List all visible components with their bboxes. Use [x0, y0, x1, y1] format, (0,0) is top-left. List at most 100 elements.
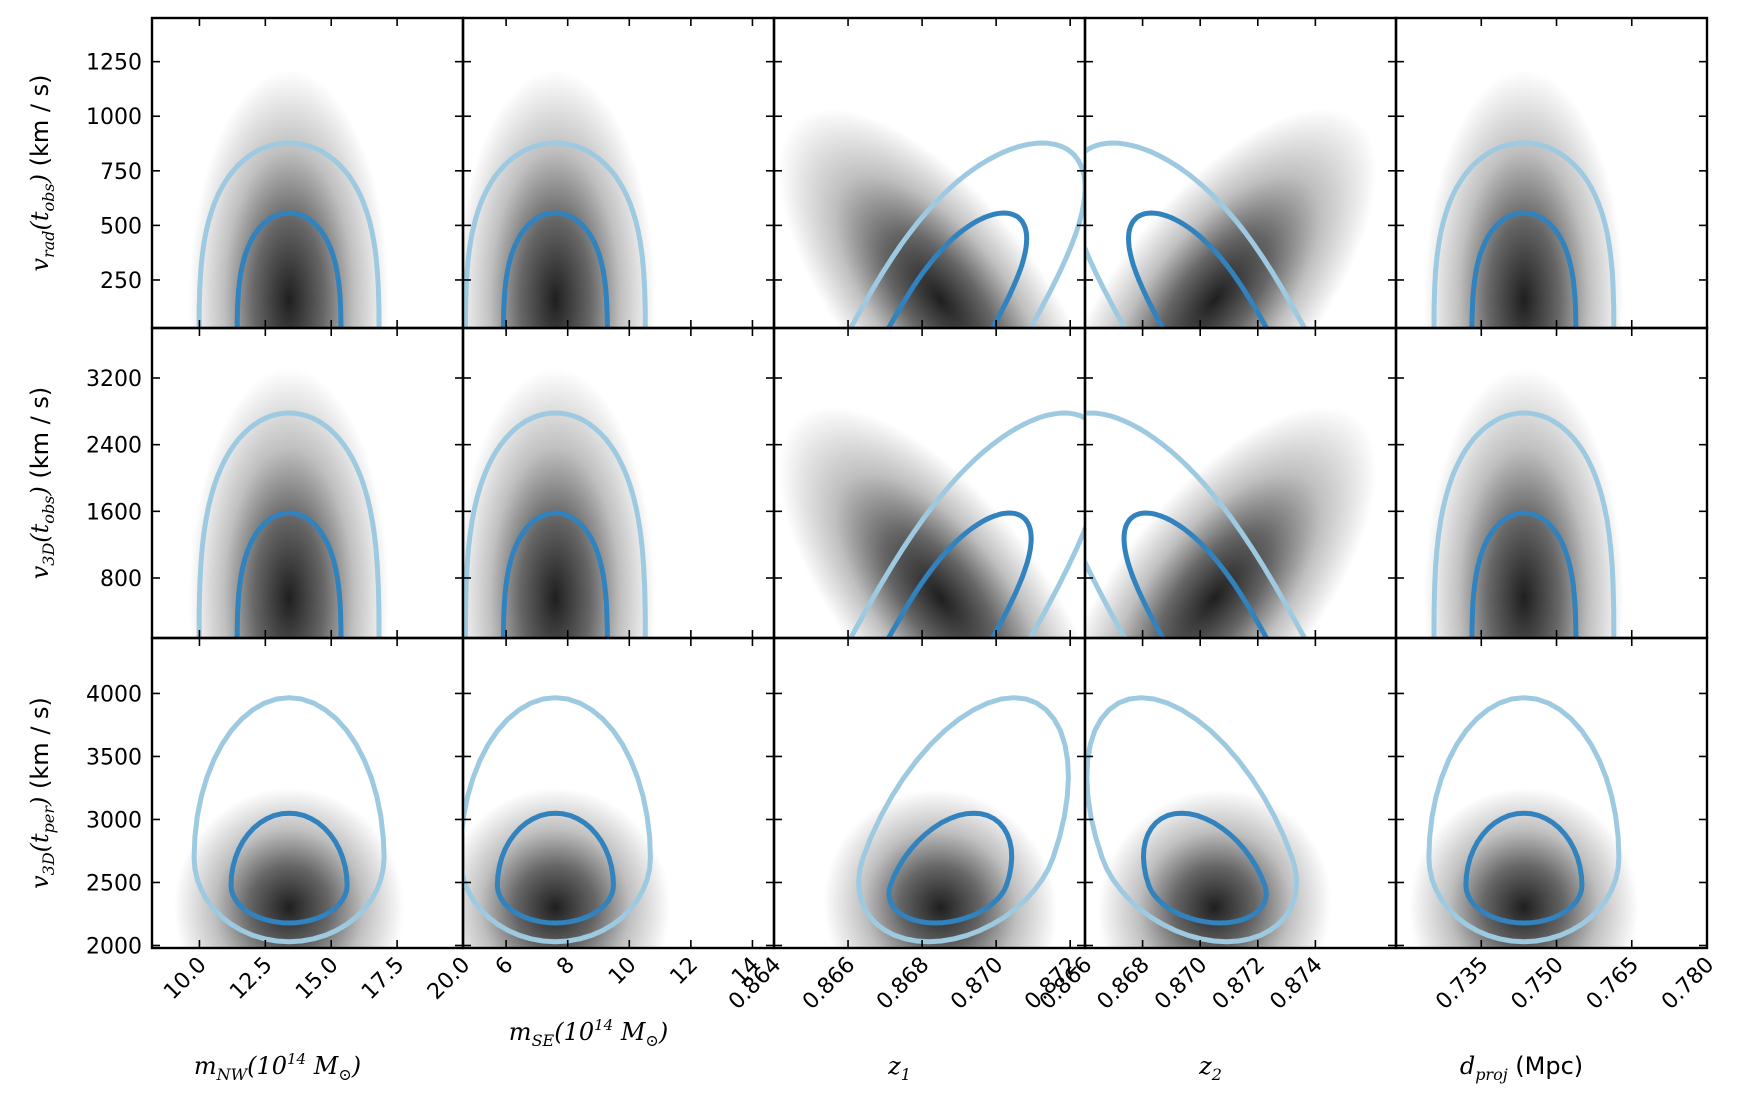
contour-68 — [1469, 510, 1579, 638]
y-axis-label-v3d_obs: v3D(tobs) (km / s) — [26, 387, 58, 580]
contour-95 — [1085, 695, 1299, 945]
density-blob — [189, 70, 390, 328]
panel-v3d_obs-vs-mSE — [461, 326, 776, 640]
contour-68 — [234, 510, 344, 638]
x-tick-label: 8 — [552, 953, 580, 981]
density-blob — [1408, 787, 1639, 948]
y-tick-label: 3500 — [86, 745, 142, 770]
x-tick-label: 17.5 — [357, 953, 409, 1005]
density-blob — [1423, 368, 1624, 638]
y-tick-label: 3000 — [86, 808, 142, 833]
density-blob — [174, 787, 405, 948]
contour-95 — [1085, 140, 1308, 328]
y-tick-label: 1000 — [86, 105, 142, 130]
x-tick-label: 0.870 — [1150, 953, 1212, 1015]
contour-68 — [500, 210, 610, 328]
y-axis-labels: 250 500 750 1000 1250 vrad(tobs) (km / s) 800 1… — [26, 51, 142, 960]
contour-68 — [228, 810, 350, 926]
panel-vrad_obs-vs-mNW — [150, 16, 465, 330]
x-axis-label-z2: z2 — [1198, 1052, 1222, 1084]
density-blob — [823, 789, 1058, 948]
contour-95 — [196, 140, 382, 328]
x-tick-label: 0.866 — [798, 953, 860, 1015]
panel-vrad_obs-vs-mSE — [461, 16, 776, 330]
x-tick-label: 0.872 — [1208, 953, 1270, 1015]
panel-v3d_per-vs-z1 — [772, 636, 1087, 950]
x-tick-label: 0.765 — [1582, 953, 1644, 1015]
contour-95 — [463, 410, 648, 638]
contour-95 — [463, 140, 648, 328]
contour-95 — [1431, 410, 1617, 638]
density-blob — [463, 368, 656, 638]
x-tick-label: 6 — [491, 953, 519, 981]
contour-95 — [856, 695, 1071, 945]
x-tick-label: 12 — [666, 953, 703, 990]
contour-68 — [500, 510, 610, 638]
x-tick-label: 0.780 — [1657, 953, 1719, 1015]
density-blob — [189, 368, 390, 638]
y-tick-label: 250 — [100, 269, 142, 294]
panel-grid — [150, 16, 1709, 950]
contour-95 — [196, 410, 382, 638]
contour-95 — [463, 695, 653, 945]
x-axis-label-mNW: mNW(1014 M⊙) — [194, 1050, 361, 1084]
y-tick-label: 750 — [100, 160, 142, 185]
panel-v3d_per-vs-mNW — [150, 636, 465, 950]
contour-68 — [1463, 810, 1585, 926]
density-blob — [1097, 789, 1332, 948]
contour-95 — [847, 140, 1085, 328]
x-axis-label-z1: z1 — [887, 1052, 911, 1084]
density-blob — [778, 108, 1085, 328]
density-blob — [778, 406, 1085, 638]
y-tick-label: 2000 — [86, 934, 142, 959]
y-axis-label-vrad_obs: vrad(tobs) (km / s) — [26, 75, 58, 272]
panel-v3d_obs-vs-dproj — [1394, 326, 1709, 640]
x-tick-label: 0.870 — [946, 953, 1008, 1015]
contour-68 — [885, 210, 1030, 328]
panel-v3d_per-vs-mSE — [461, 636, 776, 950]
density-blob — [1085, 108, 1377, 328]
density-blob — [463, 787, 671, 948]
x-tick-label: 0.868 — [1093, 953, 1155, 1015]
x-tick-label: 0.874 — [1265, 953, 1327, 1015]
x-tick-label: 20.0 — [423, 953, 475, 1005]
x-axis-label-dproj: dproj (Mpc) — [1460, 1052, 1583, 1084]
y-tick-label: 800 — [100, 567, 142, 592]
x-tick-label: 0.750 — [1507, 953, 1569, 1015]
panel-v3d_obs-vs-z2 — [1083, 326, 1398, 640]
x-tick-label: 0.735 — [1431, 953, 1493, 1015]
panel-vrad_obs-vs-dproj — [1394, 16, 1709, 330]
contour-68 — [1121, 510, 1270, 638]
contour-68 — [1469, 210, 1579, 328]
x-tick-label: 0.868 — [872, 953, 934, 1015]
panel-v3d_per-vs-dproj — [1394, 636, 1709, 950]
x-tick-label: 10 — [604, 953, 641, 990]
panel-v3d_obs-vs-mNW — [150, 326, 465, 640]
x-tick-label: 10.0 — [159, 953, 211, 1005]
y-tick-label: 1600 — [86, 500, 142, 525]
contour-95 — [847, 410, 1085, 638]
contour-95 — [1431, 140, 1617, 328]
y-axis-label-v3d_per: v3D(tper) (km / s) — [26, 697, 58, 889]
density-blob — [1423, 70, 1624, 328]
y-tick-label: 500 — [100, 214, 142, 239]
panel-frame — [1394, 636, 1709, 950]
contour-68 — [234, 210, 344, 328]
y-tick-label: 2400 — [86, 434, 142, 459]
y-tick-label: 4000 — [86, 682, 142, 707]
contour-68 — [885, 510, 1034, 638]
contour-68 — [1126, 210, 1270, 328]
y-tick-label: 3200 — [86, 367, 142, 392]
contour-95 — [191, 695, 387, 945]
contour-68 — [886, 810, 1015, 926]
contour-68 — [494, 810, 616, 926]
y-tick-label: 1250 — [86, 51, 142, 76]
x-tick-label: 12.5 — [225, 953, 277, 1005]
x-axis-label-mSE: mSE(1014 M⊙) — [509, 1016, 668, 1050]
x-tick-label: 15.0 — [291, 953, 343, 1005]
y-tick-label: 2500 — [86, 871, 142, 896]
contour-95 — [1085, 410, 1308, 638]
contour-68 — [1141, 810, 1269, 926]
